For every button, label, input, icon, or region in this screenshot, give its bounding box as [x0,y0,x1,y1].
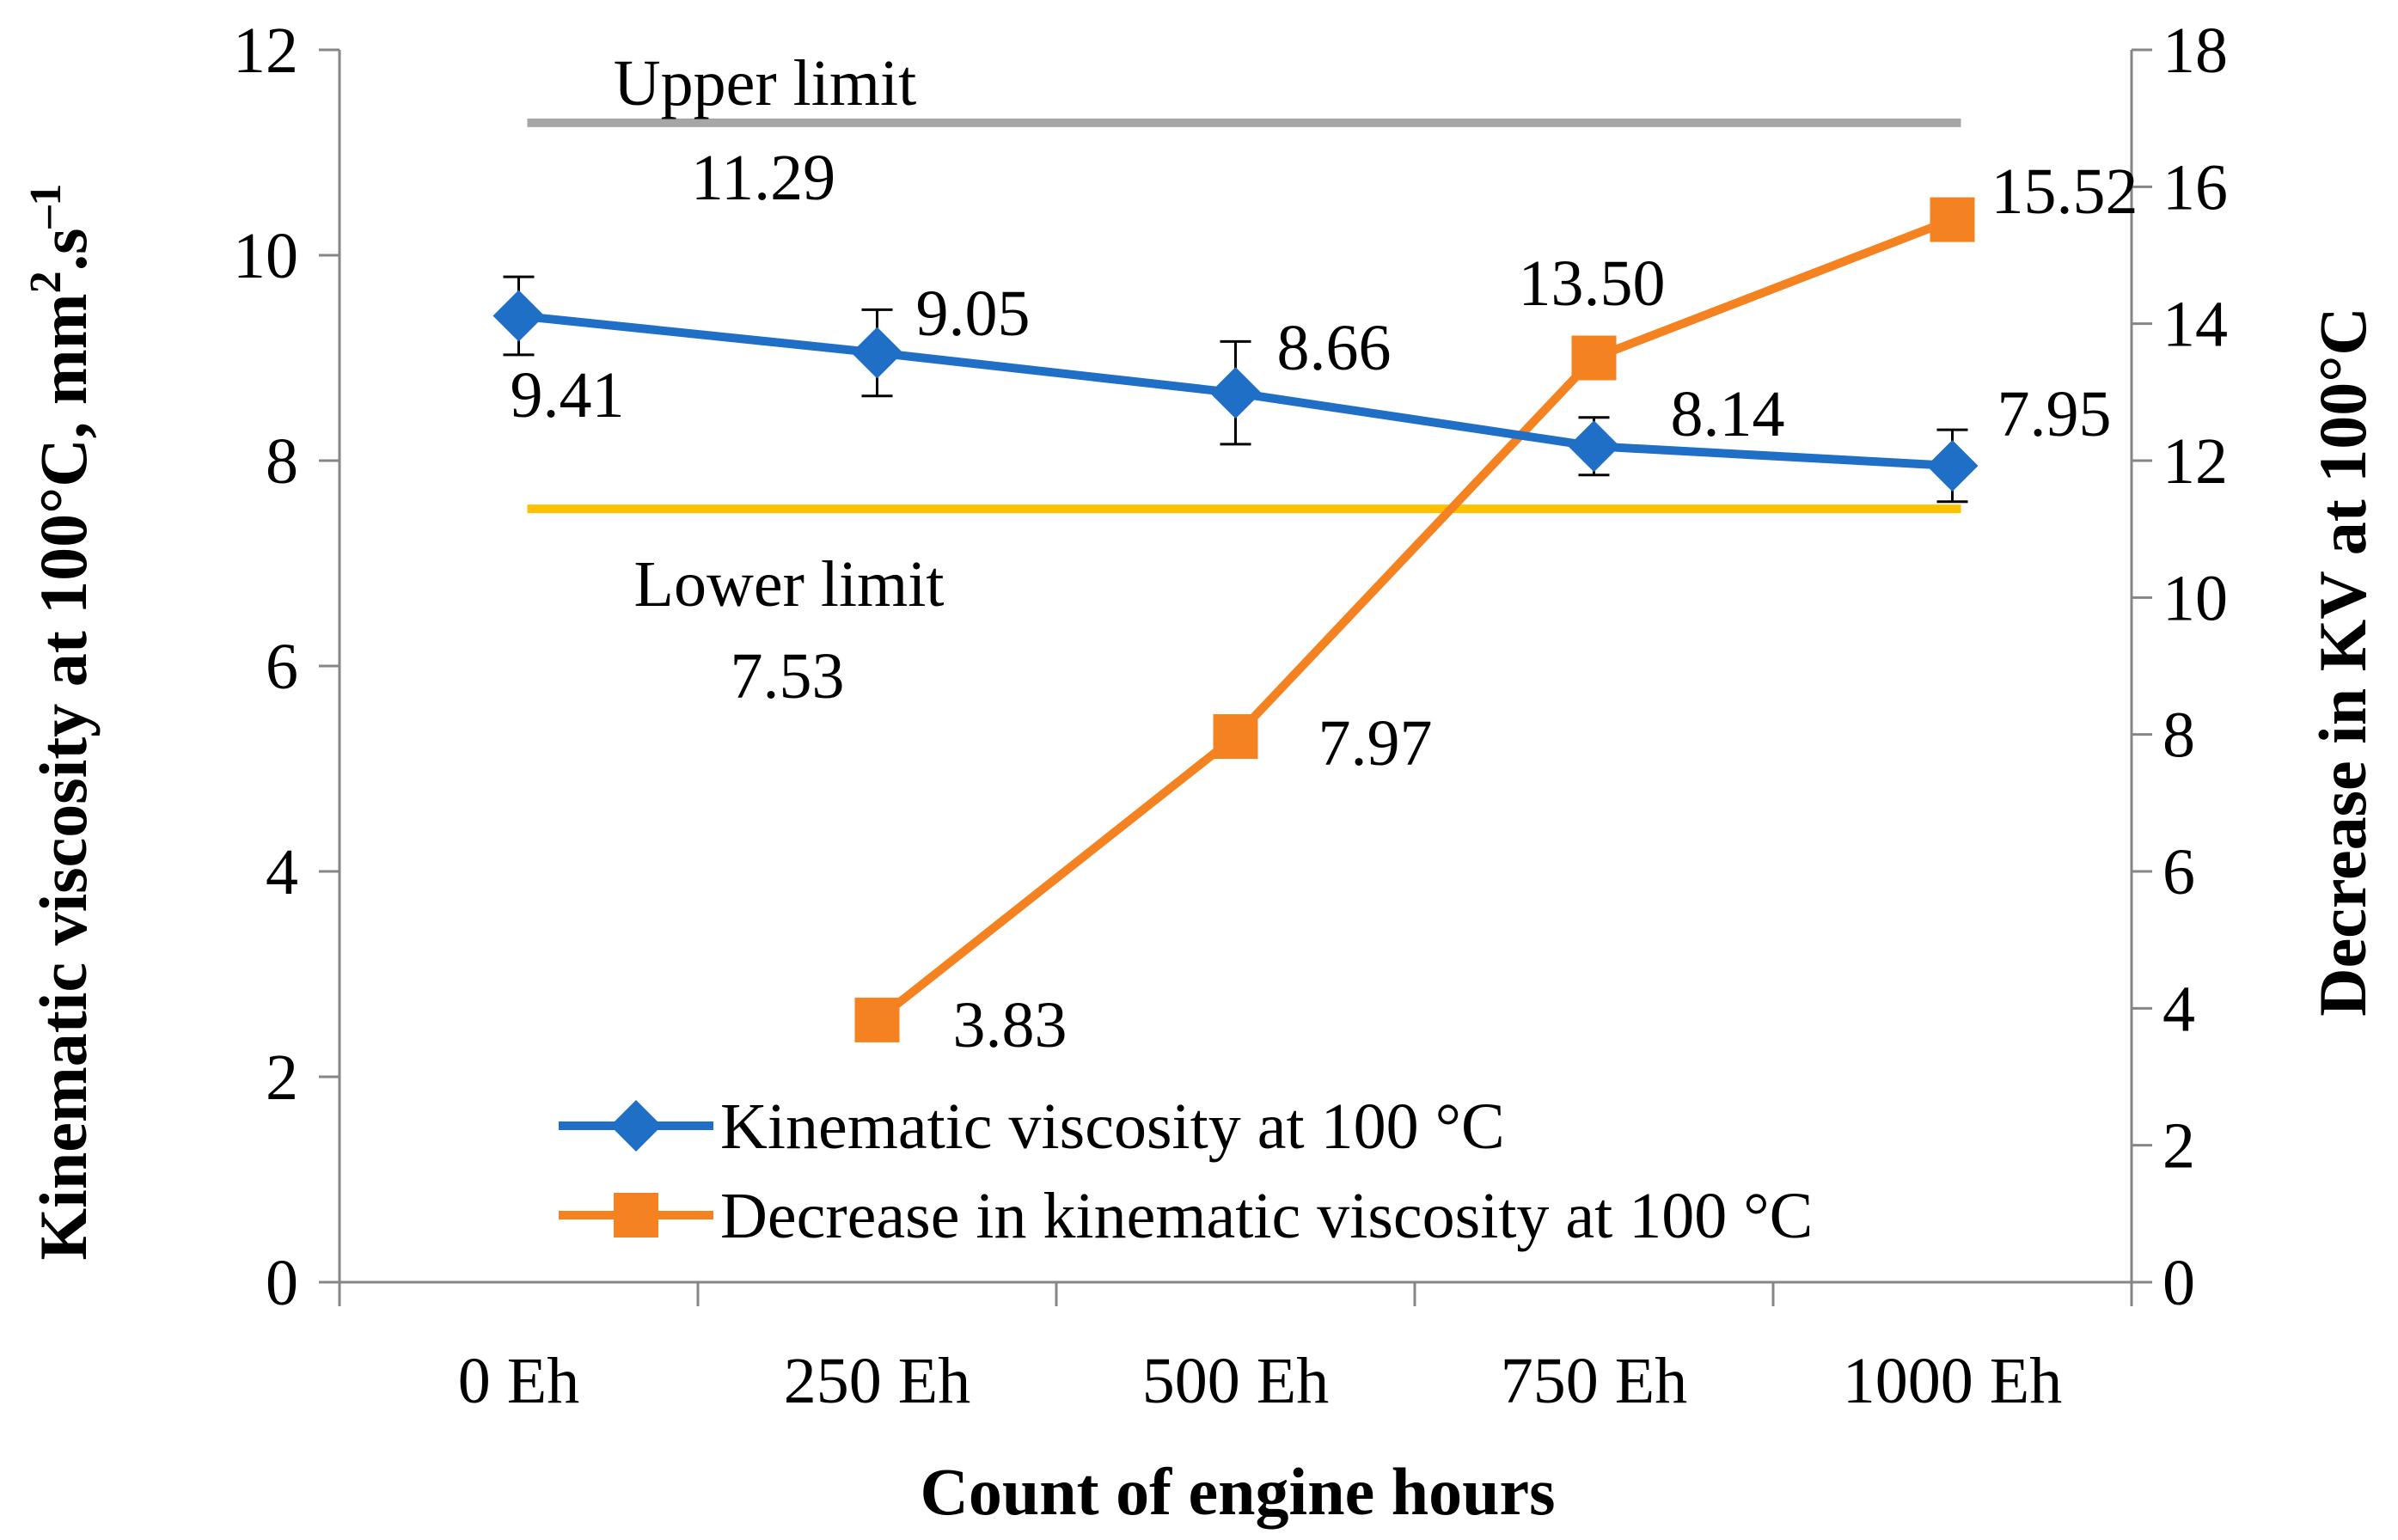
x-tick-label: 1000 Eh [1843,1345,2062,1417]
decrease-point [854,997,900,1042]
y-tick-label: 8 [266,425,298,498]
kinematic-viscosity-data-label: 9.05 [916,278,1031,350]
legend-label-kinematic-viscosity: Kinematic viscosity at 100 °C [720,1091,1505,1163]
decrease-point [1571,335,1617,381]
x-tick-label: 0 Eh [458,1345,579,1417]
x-tick-label: 750 Eh [1501,1345,1687,1417]
y-tick-label: 10 [233,220,298,292]
x-tick-label: 250 Eh [784,1345,970,1417]
lower-limit-value-label: 7.53 [731,640,845,712]
legend-marker-square-icon [614,1193,658,1238]
decrease-data-label: 13.50 [1519,248,1666,320]
y2-tick-label: 0 [2162,1247,2195,1319]
y2-tick-label: 8 [2162,700,2195,772]
decrease-data-label: 3.83 [953,989,1067,1061]
y2-tick-label: 14 [2162,289,2228,361]
legend-entry-decrease: Decrease in kinematic viscosity at 100 °… [559,1180,1813,1252]
legend-marker-diamond-icon [610,1100,662,1152]
kinematic-viscosity-point [1926,439,1979,492]
y-tick-label: 0 [266,1247,298,1319]
lower-limit-label: Lower limit [634,548,945,620]
kinematic-viscosity-data-label: 9.41 [511,359,625,431]
kinematic-viscosity-point [492,290,545,342]
kinematic-viscosity-point [851,327,903,379]
y2-axis-title: Decrease in KV at 100°C [2305,307,2380,1017]
y2-tick-label: 18 [2162,15,2228,87]
reference-lines: Upper limit 11.29 Lower limit 7.53 [527,47,1961,712]
legend-label-decrease: Decrease in kinematic viscosity at 100 °… [720,1180,1813,1252]
y-tick-label: 12 [233,15,298,87]
series-line-decrease [874,215,1954,1024]
upper-limit-label: Upper limit [614,47,917,119]
x-tick-label: 500 Eh [1142,1345,1329,1417]
y2-tick-label: 2 [2162,1110,2195,1182]
legend-entry-kinematic-viscosity: Kinematic viscosity at 100 °C [559,1091,1505,1163]
decrease-point [1213,714,1258,760]
decrease-data-label: 7.97 [1318,707,1433,779]
y2-tick-label: 6 [2162,836,2195,908]
legend: Kinematic viscosity at 100 °C Decrease i… [559,1091,1813,1252]
axes: 0 2 4 6 8 10 12 0 2 4 6 8 10 12 14 16 18 0 Eh 250 Eh 500 Eh… [233,15,2228,1417]
y-tick-label: 6 [266,631,298,703]
data-labels: 9.41 9.05 8.66 8.14 7.95 3.83 7.97 13.50 15.52 [511,156,2138,1061]
y2-tick-label: 10 [2162,562,2228,634]
y2-tick-label: 4 [2162,973,2195,1045]
kinematic-viscosity-data-label: 8.14 [1671,378,1785,450]
upper-limit-value-label: 11.29 [691,142,835,214]
decrease-point [1930,197,1975,242]
y2-tick-label: 16 [2162,151,2228,223]
kinematic-viscosity-data-label: 7.95 [1997,378,2112,450]
y-axis-title: Kinematic viscosity at 100°C, mm2.s–1 [21,183,101,1260]
x-axis-title: Count of engine hours [921,1454,1556,1529]
series-layer [492,197,1979,1042]
y2-tick-label: 12 [2162,425,2228,498]
kinematic-viscosity-point [1209,367,1262,419]
y-tick-label: 4 [266,836,298,908]
kinematic-viscosity-point [1568,420,1620,473]
decrease-data-label: 15.52 [1991,156,2138,228]
y-tick-label: 2 [266,1042,298,1114]
kinematic-viscosity-data-label: 8.66 [1277,312,1392,384]
